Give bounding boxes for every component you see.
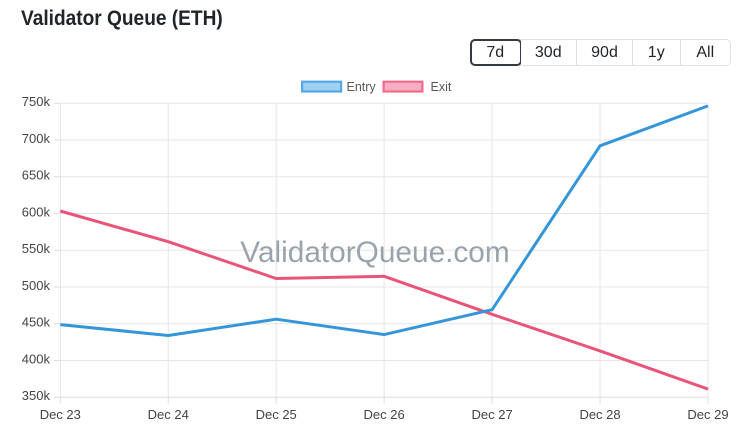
svg-text:Dec 26: Dec 26 bbox=[364, 407, 405, 422]
svg-text:650k: 650k bbox=[22, 168, 51, 183]
svg-text:Exit: Exit bbox=[431, 80, 452, 94]
svg-text:450k: 450k bbox=[22, 315, 51, 330]
svg-text:Entry: Entry bbox=[347, 80, 377, 94]
svg-text:Dec 23: Dec 23 bbox=[40, 407, 81, 422]
svg-text:500k: 500k bbox=[22, 278, 51, 293]
svg-text:350k: 350k bbox=[22, 388, 51, 403]
svg-text:600k: 600k bbox=[22, 204, 51, 219]
svg-text:Dec 25: Dec 25 bbox=[256, 407, 297, 422]
svg-text:Dec 29: Dec 29 bbox=[687, 407, 728, 422]
svg-text:ValidatorQueue.com: ValidatorQueue.com bbox=[240, 236, 509, 269]
svg-text:550k: 550k bbox=[22, 241, 51, 256]
svg-text:Dec 28: Dec 28 bbox=[579, 407, 620, 422]
svg-text:400k: 400k bbox=[22, 351, 51, 366]
svg-text:Dec 24: Dec 24 bbox=[148, 407, 189, 422]
svg-text:750k: 750k bbox=[22, 94, 51, 109]
svg-text:700k: 700k bbox=[22, 131, 51, 146]
svg-text:Dec 27: Dec 27 bbox=[471, 407, 512, 422]
